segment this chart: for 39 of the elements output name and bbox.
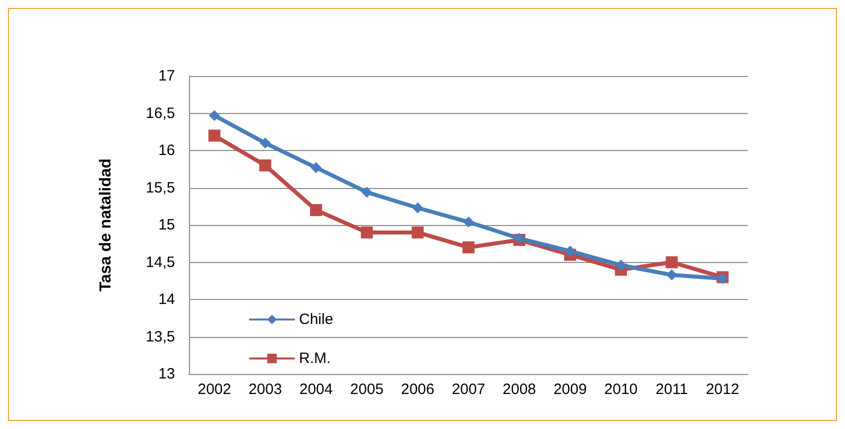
x-tick-label: 2009: [553, 381, 587, 398]
y-tick-label: 14,5: [146, 254, 175, 271]
y-tick-label: 13: [158, 366, 175, 382]
y-tick-label: 13,5: [146, 328, 175, 346]
x-tick-label: 2010: [604, 381, 638, 398]
point: [310, 204, 322, 216]
y-tick-label: 17: [158, 68, 175, 84]
point: [412, 202, 424, 214]
x-tick-label: 2003: [248, 381, 282, 398]
point: [260, 138, 271, 149]
point: [564, 246, 576, 257]
y-tick-label: 14: [158, 291, 175, 308]
y-tick-label: 16: [158, 142, 175, 159]
x-tick-label: 2006: [400, 381, 434, 398]
point: [360, 226, 373, 238]
point: [615, 260, 626, 271]
legend-label: R.M.: [299, 350, 331, 367]
x-tick-label: 2004: [299, 381, 333, 398]
point: [666, 256, 678, 268]
point: [463, 216, 474, 228]
y-axis-title: Tasa de natalidad: [98, 158, 114, 292]
legend-label: Chile: [299, 311, 334, 328]
point: [462, 241, 474, 254]
point: [208, 110, 220, 121]
point: [310, 162, 322, 174]
point: [361, 186, 372, 198]
x-tick-label: 2011: [656, 381, 688, 398]
y-tick-label: 15: [158, 216, 175, 234]
x-tick-label: 2005: [350, 381, 384, 398]
y-tick-label: 15,5: [146, 179, 175, 196]
point: [259, 159, 272, 172]
point: [666, 269, 678, 280]
x-tick-label: 2007: [452, 381, 486, 398]
x-tick-label: 2002: [198, 381, 232, 398]
x-tick-label: 2008: [502, 381, 536, 398]
point: [412, 226, 424, 238]
x-tick-label: 2012: [706, 381, 740, 398]
point: [208, 130, 220, 142]
y-tick-label: 16,5: [146, 104, 175, 122]
